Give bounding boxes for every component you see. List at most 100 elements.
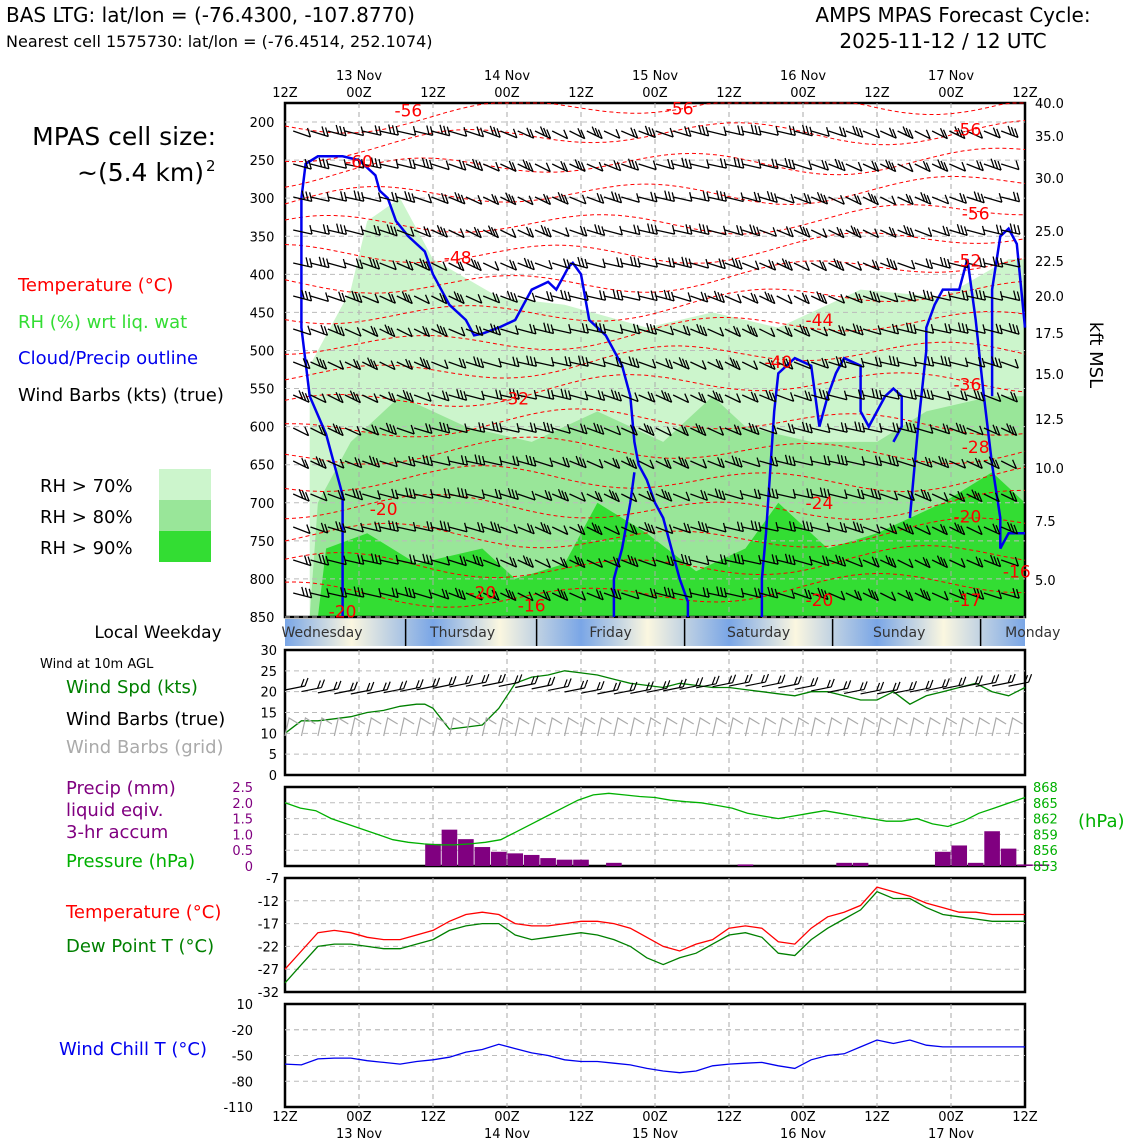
wind-barb — [1001, 191, 1021, 203]
wind10m-grid-barb — [892, 717, 908, 737]
wind-barb — [448, 127, 468, 137]
wind-barb — [742, 457, 761, 468]
wind-barb — [638, 160, 657, 171]
wind-barb — [465, 356, 485, 369]
wind-barb — [379, 292, 397, 304]
wind-barb — [500, 488, 519, 501]
wind-barb — [845, 292, 863, 304]
p4-ytick: -22 — [258, 940, 279, 955]
wind-barb — [724, 125, 745, 136]
wind-barb — [586, 558, 604, 568]
wind-barb — [897, 224, 915, 238]
wind-barb — [880, 490, 899, 501]
wind-barb — [534, 291, 554, 302]
legend-rh70: RH > 70% — [40, 476, 133, 497]
wind-barb — [586, 458, 604, 469]
wind10m-barb — [416, 677, 441, 691]
wind10m-barb — [367, 681, 391, 695]
wind-barb — [810, 326, 829, 337]
wind10m-grid-barb — [810, 717, 826, 737]
wind-barb — [465, 590, 483, 601]
top-date-label: 14 Nov — [484, 69, 530, 84]
cloud-outline-2 — [612, 472, 636, 617]
wind-barb — [845, 193, 862, 206]
wind-barb — [655, 524, 674, 535]
wind-barb — [638, 588, 658, 599]
wind-barb — [551, 192, 569, 205]
wind-barb — [517, 523, 535, 535]
wind-barb — [776, 589, 796, 600]
wind10m-grid-barb — [695, 717, 711, 737]
wind-barb — [327, 191, 348, 202]
cell-size-value: ~(5.4 km) — [77, 158, 204, 187]
wind-barb — [845, 488, 865, 500]
wind-barb — [310, 522, 329, 534]
wind10m-grid-barb — [679, 717, 694, 737]
wind-barb — [742, 191, 762, 203]
pressure-tick-label: 250 — [250, 154, 275, 169]
wind-barb — [793, 324, 811, 337]
wind-barb — [551, 160, 569, 173]
wind10m-barb — [613, 681, 638, 695]
kft-tick-label: 25.0 — [1035, 225, 1064, 240]
isotherm-label: -32 — [501, 389, 529, 409]
wind-barb — [690, 159, 710, 169]
wind-barb — [638, 223, 658, 235]
wind-barb — [983, 224, 1004, 236]
wind-barb — [621, 323, 641, 335]
wind-barb — [362, 490, 381, 500]
wind-barb — [362, 424, 380, 436]
wind-barb — [690, 489, 709, 501]
wind-barb — [379, 457, 398, 468]
precip-bar — [458, 839, 474, 866]
wind-barb — [638, 490, 655, 503]
p5-ytick: -50 — [232, 1050, 253, 1065]
wind-barb — [569, 390, 589, 401]
wind10m-grid-barb — [498, 717, 514, 737]
wind-barb — [690, 391, 707, 404]
wind-barb — [776, 193, 795, 204]
weekday-label: Wednesday — [281, 625, 362, 641]
wind-barb — [880, 555, 897, 568]
wind-barb — [880, 292, 899, 303]
wind-barb — [655, 158, 675, 170]
wind-barb — [949, 126, 966, 140]
wind-barb — [742, 488, 762, 500]
wind-barb — [845, 125, 864, 138]
wind-barb — [586, 422, 605, 435]
wind-barb — [638, 556, 657, 567]
wind-barb — [880, 523, 898, 535]
wind10m-grid-barb — [415, 717, 431, 737]
legend-precip-liquid: liquid eqiv. — [66, 800, 163, 821]
pressure-tick-label: 550 — [250, 383, 275, 398]
wind-barb — [1001, 160, 1020, 171]
wind10m-grid-barb — [711, 717, 727, 737]
wind-barb — [621, 523, 638, 535]
wind-barb — [1001, 223, 1021, 235]
wind-barb — [569, 492, 586, 502]
precip-bar — [507, 853, 524, 866]
wind-barb — [379, 224, 398, 237]
top-time-label: 12Z — [420, 86, 446, 101]
wind-barb — [880, 257, 898, 271]
wind-barb — [310, 324, 329, 336]
wind-barb — [396, 389, 414, 403]
isotherm-line — [284, 372, 1026, 407]
wind10m-grid-barb — [465, 717, 481, 737]
isotherm-label: -16 — [1003, 562, 1031, 582]
wind-barb — [310, 224, 330, 235]
top-time-label: 00Z — [938, 86, 964, 101]
wind-barb — [793, 359, 812, 370]
wind-barb — [793, 225, 811, 238]
bottom-date-label: 13 Nov — [336, 1127, 382, 1140]
top-date-label: 13 Nov — [336, 69, 382, 84]
wind-barb — [949, 490, 966, 503]
wind10m-grid-barb — [563, 717, 579, 737]
wind-barb — [828, 522, 848, 533]
wind-barb — [983, 456, 1000, 470]
wind-barb — [310, 424, 327, 437]
wind10m-barb — [449, 674, 474, 688]
wind-barb — [914, 227, 933, 238]
pressure-tick-label: 500 — [250, 344, 275, 359]
wind-barb — [396, 586, 416, 599]
